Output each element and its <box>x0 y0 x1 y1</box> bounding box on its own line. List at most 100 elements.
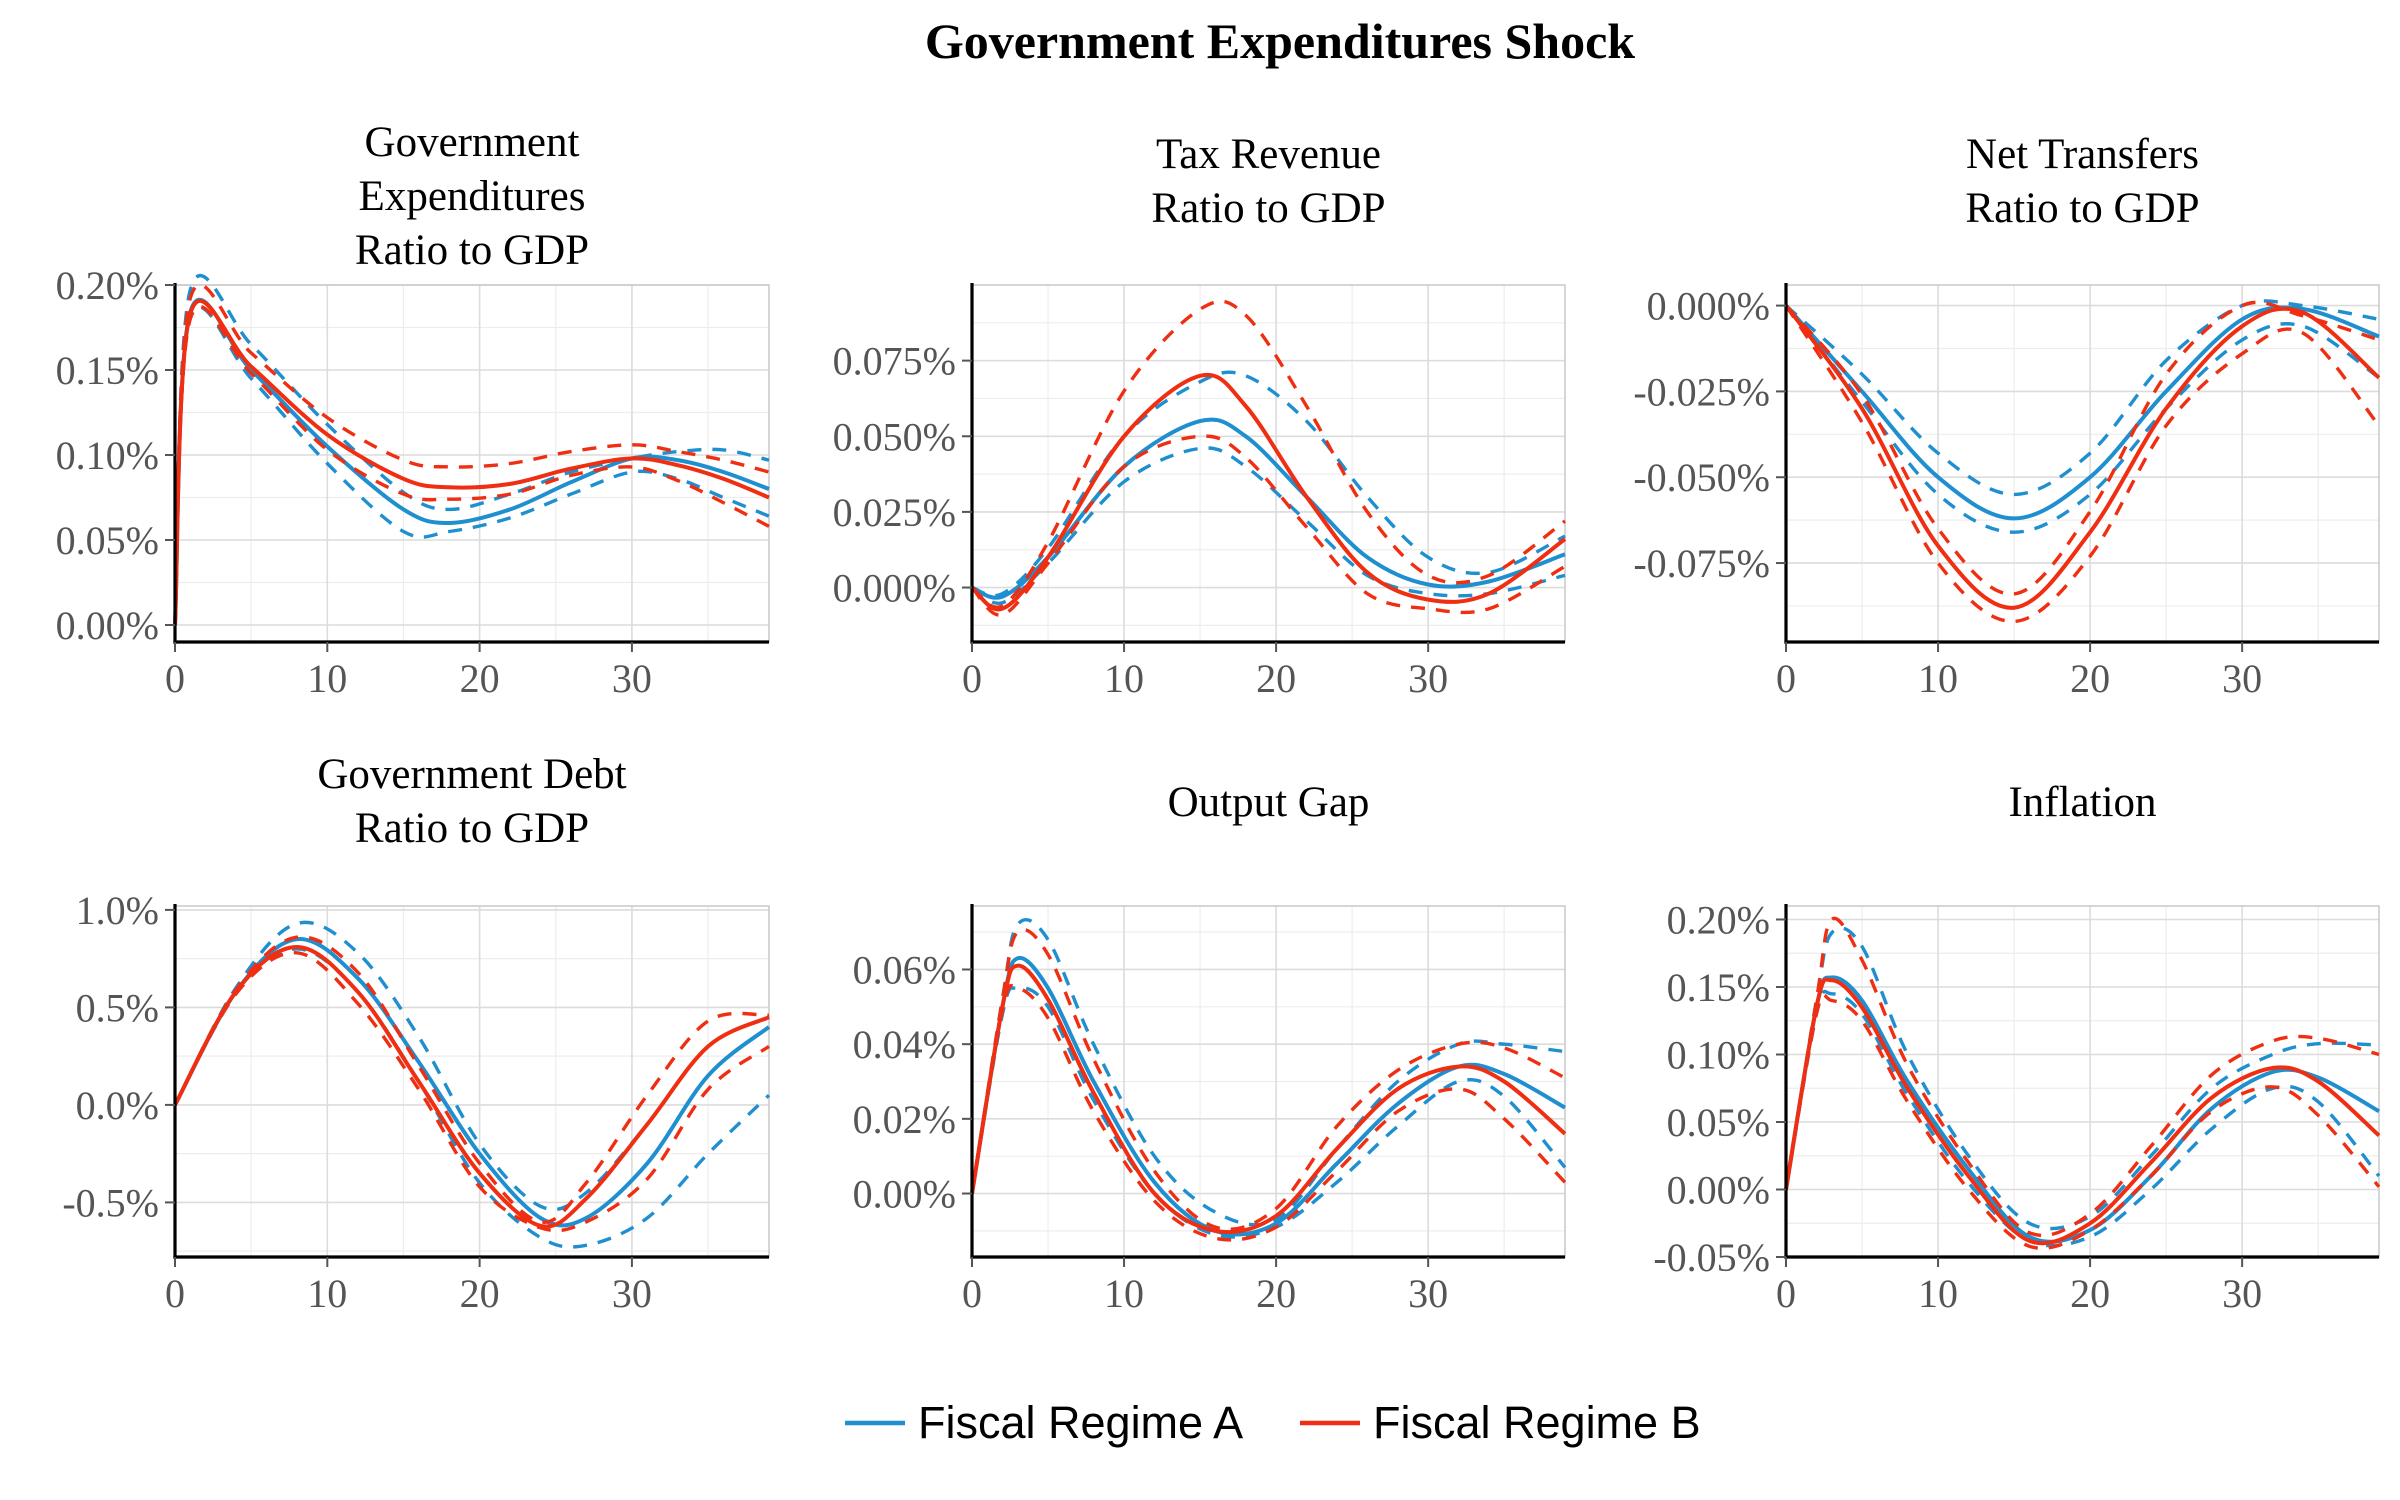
x-tick-label: 0 <box>962 1271 982 1316</box>
x-tick-label: 30 <box>2222 1271 2262 1316</box>
y-tick-label: 0.05% <box>1667 1100 1770 1145</box>
x-tick-label: 30 <box>612 1271 652 1316</box>
y-tick-label: 0.075% <box>833 339 956 384</box>
x-tick-label: 20 <box>2070 1271 2110 1316</box>
panel-title-line: Government <box>365 119 580 166</box>
y-tick-label: -0.050% <box>1633 455 1770 500</box>
band-upper-fiscal-regime-b <box>173 283 770 626</box>
panel-title-line: Ratio to GDP <box>1965 185 2199 232</box>
panel-5: Output Gap 0 10 20 30 0.00% 0.02% 0.04% 0.06% <box>853 779 1567 1316</box>
panels: Government Expenditures Ratio to GDP 0 10 20 3… <box>56 119 2381 1316</box>
y-tick-label: 0.15% <box>56 348 159 393</box>
band-lower-fiscal-regime-b <box>1784 304 2381 624</box>
y-tick-label: 0.00% <box>1667 1168 1770 1213</box>
panel-frame <box>1785 905 2380 1258</box>
x-tick-label: 20 <box>1256 1271 1296 1316</box>
y-tick-label: 0.15% <box>1667 965 1770 1010</box>
legend-label-regime-b: Fiscal Regime B <box>1373 1397 1701 1448</box>
series-line-fiscal-regime-a <box>1784 304 2380 521</box>
y-tick-label: 0.00% <box>56 603 159 648</box>
band-lower-fiscal-regime-b <box>1784 993 2381 1250</box>
band-lower-fiscal-regime-b <box>970 984 1567 1242</box>
band-lower-fiscal-regime-a <box>173 947 771 1249</box>
band-lower-fiscal-regime-a <box>971 446 1566 605</box>
x-tick-label: 30 <box>2222 656 2262 701</box>
y-tick-label: -0.05% <box>1653 1235 1770 1280</box>
x-tick-label: 0 <box>1776 656 1796 701</box>
band-upper-fiscal-regime-b <box>970 927 1566 1231</box>
y-tick-label: -0.025% <box>1633 369 1770 414</box>
series-line-fiscal-regime-b <box>970 963 1567 1235</box>
panel-title-line: Output Gap <box>1168 779 1370 826</box>
y-tick-label: 0.20% <box>1667 898 1770 943</box>
x-tick-label: 30 <box>612 656 652 701</box>
x-tick-label: 0 <box>165 656 185 701</box>
y-tick-label: 0.05% <box>56 518 159 563</box>
panel-6: Inflation 0 10 20 30 -0.05% 0.00% 0.05% 0.10% 0.1… <box>1653 779 2381 1316</box>
x-tick-label: 20 <box>460 656 500 701</box>
x-tick-label: 10 <box>307 1271 347 1316</box>
band-upper-fiscal-regime-a <box>1784 926 2380 1231</box>
y-tick-label: 0.02% <box>853 1097 956 1142</box>
y-tick-label: 0.10% <box>56 433 159 478</box>
panel-title-line: Ratio to GDP <box>1151 185 1385 232</box>
x-tick-label: 0 <box>962 656 982 701</box>
y-tick-label: 0.000% <box>833 566 956 611</box>
y-tick-label: -0.5% <box>62 1180 159 1225</box>
series-line-fiscal-regime-b <box>970 372 1567 612</box>
x-tick-label: 10 <box>307 656 347 701</box>
panel-3: Net Transfers Ratio to GDP 0 10 20 30 0.000% -0… <box>1633 131 2381 701</box>
band-upper-fiscal-regime-a <box>1784 299 2380 497</box>
series-line-fiscal-regime-a <box>173 297 770 626</box>
y-tick-label: 0.20% <box>56 263 159 308</box>
y-tick-label: 0.0% <box>76 1083 159 1128</box>
band-upper-fiscal-regime-a <box>173 273 770 626</box>
x-tick-label: 30 <box>1408 656 1448 701</box>
x-tick-label: 30 <box>1408 1271 1448 1316</box>
panel-frame <box>1785 284 2380 643</box>
panel-title-line: Ratio to GDP <box>355 805 589 852</box>
band-lower-fiscal-regime-a <box>1784 304 2380 534</box>
series-line-fiscal-regime-a <box>1784 975 2380 1244</box>
panel-title-line: Tax Revenue <box>1156 131 1381 178</box>
x-tick-label: 0 <box>165 1271 185 1316</box>
y-tick-label: 0.025% <box>833 490 956 535</box>
panel-1: Government Expenditures Ratio to GDP 0 10 20 3… <box>56 119 770 701</box>
x-tick-label: 10 <box>1918 1271 1958 1316</box>
panel-title-line: Inflation <box>2008 779 2156 826</box>
x-tick-label: 0 <box>1776 1271 1796 1316</box>
band-upper-fiscal-regime-b <box>970 299 1566 609</box>
panel-title-line: Government Debt <box>317 751 626 798</box>
y-tick-label: 0.050% <box>833 414 956 459</box>
panel-title-line: Net Transfers <box>1966 131 2199 178</box>
legend-label-regime-a: Fiscal Regime A <box>918 1397 1243 1448</box>
y-tick-label: -0.075% <box>1633 541 1770 586</box>
x-tick-label: 20 <box>460 1271 500 1316</box>
series-line-fiscal-regime-b <box>173 298 770 626</box>
panel-frame <box>174 284 770 643</box>
x-tick-label: 10 <box>1918 656 1958 701</box>
y-tick-label: 0.10% <box>1667 1033 1770 1078</box>
series-line-fiscal-regime-b <box>1784 304 2381 610</box>
y-tick-label: 0.04% <box>853 1022 956 1067</box>
x-tick-label: 10 <box>1104 656 1144 701</box>
panel-title-line: Expenditures <box>359 173 586 220</box>
x-tick-label: 20 <box>2070 656 2110 701</box>
band-lower-fiscal-regime-b <box>970 434 1566 617</box>
legend: Fiscal Regime A Fiscal Regime B <box>845 1397 1701 1448</box>
figure-title: Government Expenditures Shock <box>925 13 1635 69</box>
band-lower-fiscal-regime-b <box>173 951 770 1233</box>
series-line-fiscal-regime-b <box>1784 977 2381 1246</box>
series-line-fiscal-regime-b <box>173 944 770 1229</box>
y-tick-label: 0.06% <box>853 947 956 992</box>
y-tick-label: 1.0% <box>76 888 159 933</box>
band-upper-fiscal-regime-b <box>173 935 770 1224</box>
band-upper-fiscal-regime-b <box>1784 916 2380 1238</box>
panel-2: Tax Revenue Ratio to GDP 0 10 20 30 0.000% 0.02… <box>833 131 1567 701</box>
series-line-fiscal-regime-a <box>971 417 1566 600</box>
y-tick-label: 0.5% <box>76 985 159 1030</box>
x-tick-label: 10 <box>1104 1271 1144 1316</box>
panel-4: Government Debt Ratio to GDP 0 10 20 30 -0.5% 0… <box>62 751 771 1316</box>
y-tick-label: 0.00% <box>853 1172 956 1217</box>
